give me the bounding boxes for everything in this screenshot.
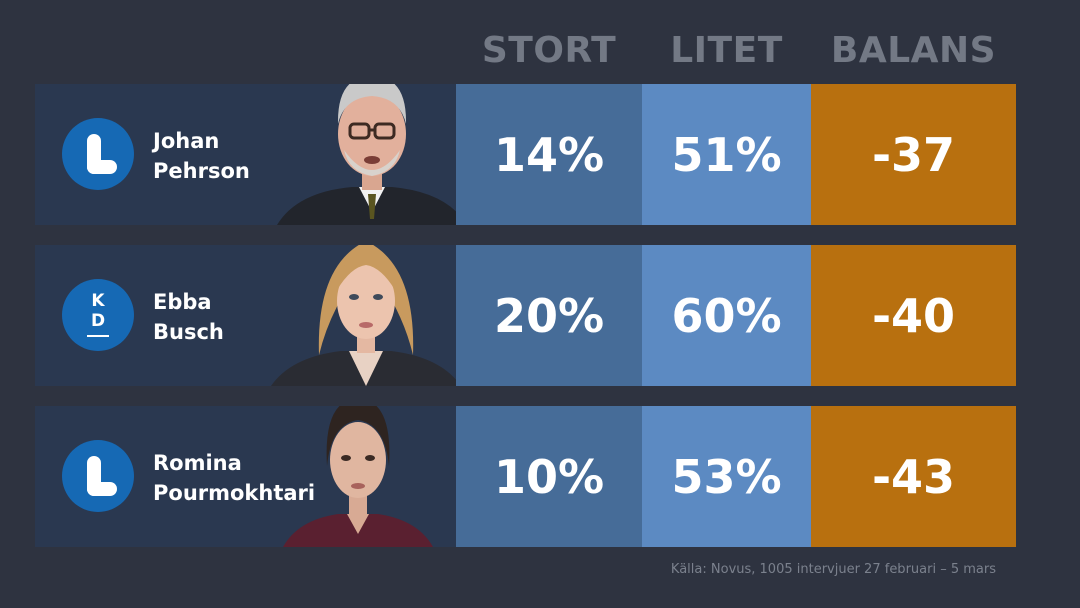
stort-value: 14% — [456, 84, 642, 225]
kd-logo-icon: K D — [62, 279, 134, 351]
last-name: Pourmokhtari — [153, 481, 316, 505]
balans-value: -40 — [811, 245, 1016, 386]
litet-value: 53% — [642, 406, 811, 547]
first-name: Ebba — [153, 290, 212, 314]
source-note: Källa: Novus, 1005 intervjuer 27 februar… — [670, 562, 996, 577]
first-name: Johan — [153, 129, 220, 153]
header-litet: LITET — [670, 29, 783, 71]
liberal-logo-icon — [62, 118, 134, 190]
portrait-image — [283, 406, 433, 547]
person-cell: K D Ebba Busch — [35, 245, 456, 386]
liberal-logo-icon — [62, 440, 134, 512]
table-row: K D Ebba Busch 20% 60% -40 — [35, 245, 1016, 386]
person-cell: Johan Pehrson — [35, 84, 456, 225]
litet-value: 51% — [642, 84, 811, 225]
table-row: Romina Pourmokhtari 10% 53% -43 — [35, 406, 1016, 547]
table-row: Johan Pehrson 14% 51% -37 — [35, 84, 1016, 225]
header-balans: BALANS — [830, 29, 997, 71]
litet-value: 60% — [642, 245, 811, 386]
person-cell: Romina Pourmokhtari — [35, 406, 456, 547]
person-name: Johan Pehrson — [153, 126, 250, 186]
person-name: Romina Pourmokhtari — [153, 448, 315, 508]
kd-letter-d: D — [90, 311, 106, 331]
stort-value: 20% — [456, 245, 642, 386]
portrait-image — [277, 84, 456, 225]
stort-value: 10% — [456, 406, 642, 547]
person-name: Ebba Busch — [153, 287, 224, 347]
portrait-image — [271, 245, 456, 386]
balans-value: -37 — [811, 84, 1016, 225]
first-name: Romina — [153, 451, 242, 475]
header-stort: STORT — [481, 29, 617, 71]
last-name: Busch — [153, 320, 224, 344]
kd-letter-k: K — [91, 291, 105, 311]
balans-value: -43 — [811, 406, 1016, 547]
last-name: Pehrson — [153, 159, 250, 183]
